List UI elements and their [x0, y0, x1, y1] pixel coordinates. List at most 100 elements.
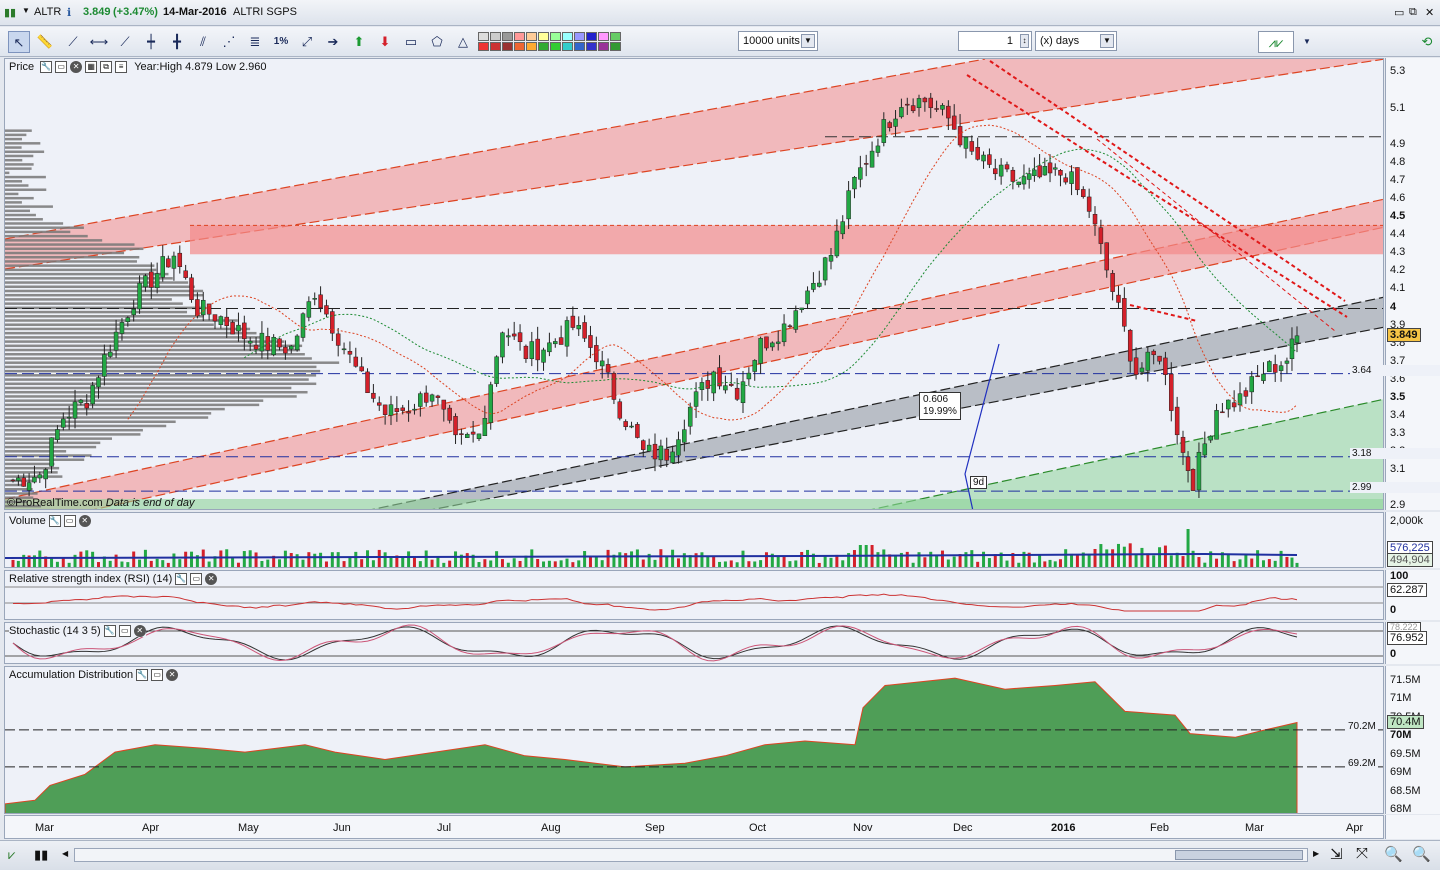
fan-tool-icon[interactable]: ⋰ — [218, 31, 240, 53]
volume-profile-bar — [5, 323, 214, 326]
volume-bar — [1017, 563, 1020, 568]
sync-icon[interactable]: ⟲ — [1416, 31, 1438, 53]
close-icon[interactable]: ✕ — [134, 625, 146, 637]
rectangle-tool-icon[interactable]: ▭ — [400, 31, 422, 53]
candle-body — [1181, 437, 1185, 452]
wrench-icon[interactable]: 🔧 — [49, 515, 61, 527]
line-tool-icon[interactable]: ⟋ — [62, 31, 84, 53]
segment-tool-icon[interactable]: ⟷ — [88, 31, 110, 53]
channel-tool-icon[interactable]: ⫽ — [192, 31, 214, 53]
chevron-left-icon[interactable]: ◀ — [62, 849, 68, 858]
candle-body — [166, 259, 170, 267]
volume-bar — [976, 562, 979, 568]
close-icon[interactable]: ✕ — [166, 669, 178, 681]
pointer-tool-icon[interactable]: ↖ — [8, 31, 30, 53]
scrollbar-thumb[interactable] — [1175, 850, 1303, 860]
candle-body — [1111, 273, 1115, 291]
candlestick-icon[interactable]: ▮▮ — [34, 847, 48, 863]
horizontal-line-icon[interactable]: ┿ — [140, 31, 162, 53]
trendline-tool-icon[interactable]: ⟋ — [114, 31, 136, 53]
chevron-right-icon[interactable]: ▶ — [1313, 849, 1319, 858]
price-y-axis[interactable]: 5.3 5.1 4.9 4.8 4.7 4.6 4.5 4.4 4.3 4.2 4.1 4 3.9 3.8… — [1385, 58, 1440, 510]
close-icon[interactable]: ✕ — [1425, 6, 1434, 19]
wrench-icon[interactable]: 🔧 — [136, 669, 148, 681]
percent-tool-icon[interactable]: 1% — [270, 31, 292, 53]
candle-body — [635, 424, 639, 437]
candle-body — [143, 276, 147, 287]
wrench-icon[interactable]: 🔧 — [175, 573, 187, 585]
chevron-down-icon[interactable]: ▼ — [1100, 34, 1114, 48]
spinner-icon[interactable]: ↕ — [1020, 34, 1029, 48]
x-axis[interactable]: Mar Apr May Jun Jul Aug Sep Oct Nov Dec 2016 Feb Mar… — [4, 815, 1384, 839]
candle-body — [952, 116, 956, 129]
volume-bar — [1233, 561, 1236, 568]
list-icon[interactable]: ≡ — [115, 61, 127, 73]
candle-body — [190, 278, 194, 300]
color-palette[interactable] — [478, 31, 632, 53]
candle-body — [324, 306, 328, 315]
window-icon[interactable]: ▭ — [190, 573, 202, 585]
right-arrow-icon[interactable]: ➔ — [322, 31, 344, 53]
restore-icon[interactable]: ⧉ — [1409, 6, 1417, 19]
price-tick-label: 3.5 — [1390, 391, 1405, 403]
fibonacci-tool-icon[interactable]: ≣ — [244, 31, 266, 53]
volume-profile-bar — [5, 226, 84, 229]
chevron-down-icon[interactable]: ▼ — [801, 34, 815, 48]
chart-icon[interactable]: ▮▮ — [4, 6, 16, 19]
candle-body — [1191, 469, 1195, 490]
indicator-menu-icon[interactable]: ⩘⩗ — [1258, 31, 1294, 53]
rsi-value: 62.287 — [1387, 583, 1427, 597]
grid-icon[interactable]: ▦ — [85, 61, 97, 73]
close-icon[interactable]: ✕ — [205, 573, 217, 585]
period-unit-select[interactable]: (x) days ▼ — [1035, 31, 1117, 51]
ad-panel[interactable]: Accumulation Distribution 🔧 ▭ ✕ — [4, 666, 1384, 814]
drawing-toolbar: ↖ 📏 ⟋ ⟷ ⟋ ┿ ╋ ⫽ ⋰ ≣ 1% ⤢ ➔ ⬆ ⬇ ▭ ⬠ △ 100… — [0, 27, 1440, 57]
price-panel[interactable]: Price 🔧 ▭ ✕ ▦ ⧉ ≡ Year:High 4.879 Low 2.960 ©… — [4, 58, 1384, 510]
candle-body — [120, 322, 124, 333]
window-icon[interactable]: ▭ — [119, 625, 131, 637]
window-icon[interactable]: ▭ — [151, 669, 163, 681]
down-arrow-icon[interactable]: ⬇ — [374, 31, 396, 53]
polygon-tool-icon[interactable]: ⬠ — [426, 31, 448, 53]
zoom-extend-icon[interactable]: ⤧ — [1356, 845, 1368, 862]
fit-chart-icon[interactable]: ⇲ — [1330, 845, 1343, 863]
candle-body — [706, 380, 710, 388]
chevron-down-icon[interactable]: ▼ — [1296, 31, 1318, 53]
ruler-tool-icon[interactable]: 📏 — [34, 31, 56, 53]
zoom-out-icon[interactable]: 🔍 — [1384, 845, 1403, 863]
stochastic-panel[interactable]: Stochastic (14 3 5) 🔧 ▭ ✕ — [4, 622, 1384, 664]
close-icon[interactable]: ✕ — [79, 515, 91, 527]
candle-body — [1209, 436, 1213, 440]
symbol-label[interactable]: ALTR — [34, 6, 61, 18]
chevron-down-icon[interactable]: ▼ — [22, 6, 30, 15]
candle-body — [1017, 182, 1021, 185]
up-arrow-icon[interactable]: ⬆ — [348, 31, 370, 53]
duplicate-icon[interactable]: ⧉ — [100, 61, 112, 73]
close-icon[interactable]: ✕ — [70, 61, 82, 73]
minimize-icon[interactable]: ▭ — [1394, 6, 1404, 19]
period-value-input[interactable]: 1 ↕ — [958, 31, 1032, 51]
wrench-icon[interactable]: 🔧 — [104, 625, 116, 637]
volume-bar — [941, 551, 944, 568]
volume-profile-bar — [5, 416, 208, 419]
triangle-tool-icon[interactable]: △ — [452, 31, 474, 53]
wrench-icon[interactable]: 🔧 — [40, 61, 52, 73]
units-select[interactable]: 10000 units ▼ — [738, 31, 818, 51]
vertical-line-icon[interactable]: ╋ — [166, 31, 188, 53]
chart-type-icon[interactable]: ⩗ — [8, 847, 15, 863]
volume-bar — [1164, 546, 1167, 568]
volume-profile-bar — [5, 188, 46, 191]
volume-profile-bar — [5, 256, 139, 259]
volume-bar — [225, 549, 228, 568]
volume-bar — [1227, 555, 1230, 568]
volume-bar — [249, 550, 252, 568]
horizontal-scrollbar[interactable] — [74, 848, 1308, 862]
zoom-in-icon[interactable]: 🔍 — [1412, 845, 1431, 863]
window-icon[interactable]: ▭ — [64, 515, 76, 527]
arrow-tool-icon[interactable]: ⤢ — [296, 31, 318, 53]
window-icon[interactable]: ▭ — [55, 61, 67, 73]
rsi-panel[interactable]: Relative strength index (RSI) (14) 🔧 ▭ ✕ — [4, 570, 1384, 620]
volume-panel[interactable]: Volume 🔧 ▭ ✕ — [4, 512, 1384, 568]
x-tick-label: Dec — [953, 822, 973, 834]
info-icon[interactable]: ℹ — [67, 6, 71, 19]
